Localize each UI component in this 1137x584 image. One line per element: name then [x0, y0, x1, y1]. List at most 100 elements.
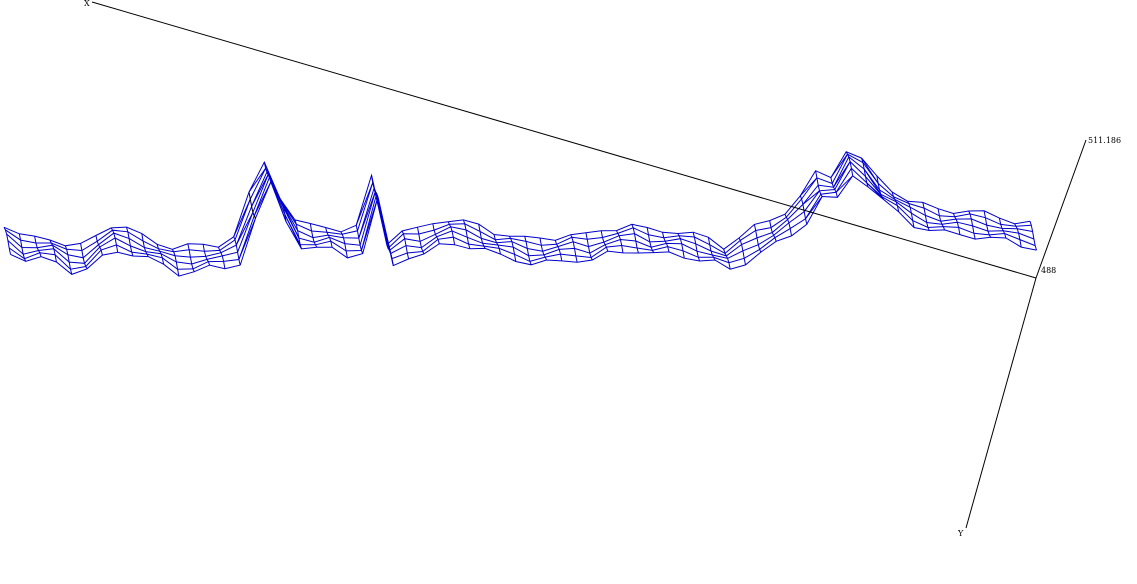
mesh-col-42: [646, 227, 655, 253]
z-axis-line: [1035, 139, 1087, 279]
mesh-col-48: [738, 237, 746, 265]
mesh-col-50: [769, 220, 777, 242]
y-axis-label: Y: [957, 529, 964, 538]
mesh-row-4: [8, 167, 1036, 270]
mesh-col-32: [493, 234, 501, 255]
mesh-col-54: [830, 177, 838, 198]
mesh-col-28: [432, 223, 440, 244]
mesh-col-55: [845, 151, 854, 176]
mesh-facet-17: [376, 193, 394, 266]
mesh-facet-10: [281, 202, 300, 239]
mesh-col-3: [49, 239, 57, 263]
mesh-col-41: [631, 224, 639, 254]
mesh-facet-3: [248, 168, 267, 193]
mesh-col-65: [998, 217, 1007, 239]
mesh-facet-12: [355, 182, 374, 226]
mesh-col-47: [723, 249, 731, 270]
surface-mesh: [3, 151, 1037, 277]
mesh-col-66: [1014, 223, 1022, 248]
mesh-col-62: [952, 213, 961, 235]
mesh-row-3: [7, 160, 1035, 265]
mesh-facet-6: [263, 162, 282, 201]
mesh-col-33: [508, 235, 517, 262]
mesh-col-37: [570, 234, 578, 263]
mesh-facet-23: [835, 175, 854, 193]
z-axis-max-label: 511.186: [1088, 136, 1121, 145]
mesh-col-23: [355, 225, 364, 254]
mesh-col-31: [478, 224, 486, 249]
mesh-col-43: [662, 232, 670, 253]
mesh-facet-21: [830, 153, 848, 178]
mesh-col-60: [922, 202, 930, 231]
mesh-facet-26: [866, 182, 884, 200]
mesh-row-5: [10, 175, 1037, 277]
mesh-col-30: [462, 219, 471, 249]
mesh-col-14: [217, 247, 226, 269]
mesh-facet-14: [360, 196, 379, 251]
mesh-facet-19: [802, 190, 820, 205]
mesh-col-4: [64, 245, 73, 275]
mesh-col-16: [248, 192, 256, 219]
mesh-facet-0: [233, 198, 251, 238]
z-axis-min-label: 488: [1041, 266, 1056, 275]
mesh-facet-8: [269, 177, 287, 222]
mesh-row-2: [6, 156, 1033, 259]
mesh-facet-24: [861, 157, 879, 184]
mesh-col-15: [233, 236, 241, 266]
mesh-col-13: [202, 244, 211, 266]
mesh-col-29: [447, 221, 456, 245]
mesh-col-58: [891, 191, 900, 213]
y-axis-line: [965, 277, 1037, 529]
mesh-facet-25: [863, 168, 882, 195]
mesh-col-8: [126, 226, 134, 257]
mesh-row-0: [3, 151, 1031, 250]
mesh-col-2: [34, 236, 42, 257]
mesh-col-59: [907, 200, 915, 228]
mesh-col-20: [309, 223, 318, 248]
mesh-col-0: [3, 227, 11, 255]
mesh-col-40: [616, 230, 624, 253]
mesh-facet-5: [253, 181, 272, 217]
mesh-col-63: [968, 210, 976, 240]
mesh-col-49: [753, 224, 762, 253]
mesh-col-10: [156, 244, 165, 265]
mesh-col-12: [187, 243, 195, 272]
mesh-facet-18: [799, 177, 818, 197]
mesh-col-45: [692, 232, 701, 262]
mesh-col-52: [799, 195, 808, 225]
mesh-col-51: [784, 214, 792, 236]
x-axis-line: [91, 1, 1037, 279]
mesh-col-26: [401, 230, 410, 260]
mesh-col-11: [171, 249, 180, 277]
mesh-facet-2: [238, 218, 256, 260]
mesh-facet-1: [235, 212, 254, 246]
mesh-col-36: [554, 240, 563, 261]
mesh-col-64: [983, 210, 992, 238]
mesh-col-53: [815, 170, 823, 197]
mesh-facet-22: [833, 161, 851, 188]
mesh-facet-4: [251, 174, 269, 207]
mesh-col-61: [937, 208, 946, 231]
mesh-facet-9: [279, 197, 297, 225]
mesh-col-57: [876, 175, 884, 200]
mesh-col-7: [110, 227, 119, 253]
mesh-col-44: [677, 233, 685, 259]
mesh-col-34: [524, 236, 532, 265]
mesh-col-1: [18, 233, 27, 262]
mesh-col-67: [1029, 221, 1037, 251]
mesh-col-22: [340, 231, 348, 258]
mesh-facet-20: [805, 196, 823, 220]
mesh-row-1: [5, 153, 1032, 255]
mesh-col-46: [707, 237, 716, 261]
mesh-col-39: [600, 230, 609, 252]
mesh-col-9: [141, 233, 149, 257]
mesh-facet-11: [284, 214, 302, 250]
mesh-facet-13: [358, 191, 376, 239]
mesh-col-5: [80, 243, 88, 270]
mesh-col-35: [539, 237, 547, 261]
x-axis-label: X: [84, 0, 90, 8]
mesh-col-27: [417, 227, 425, 255]
mesh-col-38: [585, 232, 593, 261]
mesh-col-6: [95, 235, 103, 256]
